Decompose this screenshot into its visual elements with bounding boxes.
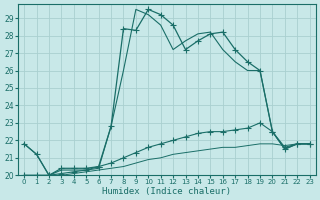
X-axis label: Humidex (Indice chaleur): Humidex (Indice chaleur) xyxy=(102,187,231,196)
